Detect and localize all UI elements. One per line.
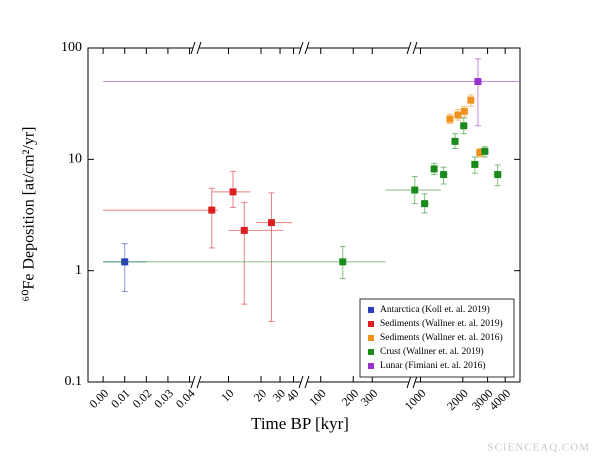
point xyxy=(240,226,248,234)
axis-break xyxy=(196,41,202,55)
legend-label: Antarctica (Koll et. al. 2019) xyxy=(380,304,490,315)
point xyxy=(474,78,482,86)
legend-swatch xyxy=(368,335,374,341)
legend-swatch xyxy=(368,363,374,369)
axis-break-gap xyxy=(409,46,415,50)
point xyxy=(467,96,475,104)
point xyxy=(476,149,484,157)
axis-break-gap xyxy=(193,46,199,50)
axis-break xyxy=(304,375,310,389)
axis-break xyxy=(190,375,196,389)
legend-swatch xyxy=(368,349,374,355)
axis-break xyxy=(304,41,310,55)
point xyxy=(451,137,459,145)
axis-break xyxy=(298,375,304,389)
point xyxy=(460,122,468,130)
legend-label: Lunar (Fimiani et. al. 2016) xyxy=(380,360,486,371)
watermark: SCIENCEAQ.COM xyxy=(487,442,590,454)
legend-label: Sediments (Wallner et. al. 2016) xyxy=(380,332,503,343)
point xyxy=(430,165,438,173)
point xyxy=(481,147,489,155)
point xyxy=(411,186,419,194)
point xyxy=(471,160,479,168)
legend-swatch xyxy=(368,307,374,313)
x-axis-label: Time BP [kyr] xyxy=(251,414,349,433)
y-tick-label: 100 xyxy=(61,40,82,55)
y-tick-label: 1 xyxy=(75,263,82,278)
point xyxy=(446,115,454,123)
point xyxy=(454,111,462,119)
y-tick-label: 10 xyxy=(68,152,82,167)
axis-break-gap xyxy=(301,380,307,384)
point xyxy=(339,258,347,266)
point xyxy=(440,171,448,179)
axis-break xyxy=(298,41,304,55)
legend-swatch xyxy=(368,321,374,327)
axis-break-gap xyxy=(301,46,307,50)
axis-break xyxy=(196,375,202,389)
axis-break-gap xyxy=(193,380,199,384)
axis-break xyxy=(190,41,196,55)
legend-box xyxy=(359,298,515,378)
point xyxy=(460,107,468,115)
point xyxy=(494,171,502,179)
point xyxy=(421,200,429,208)
axis-break xyxy=(406,375,412,389)
axis-break xyxy=(412,41,418,55)
point xyxy=(208,206,216,214)
axis-break xyxy=(406,41,412,55)
axis-break-gap xyxy=(409,380,415,384)
y-axis-label: ⁶⁰Fe Deposition [at/cm²/yr] xyxy=(21,127,38,302)
point xyxy=(267,219,275,227)
y-tick-label: 0.1 xyxy=(65,374,83,389)
legend-label: Sediments (Wallner et. al. 2019) xyxy=(380,318,503,329)
legend-label: Crust (Wallner et. al. 2019) xyxy=(380,346,484,357)
axis-break xyxy=(412,375,418,389)
point xyxy=(229,188,237,196)
